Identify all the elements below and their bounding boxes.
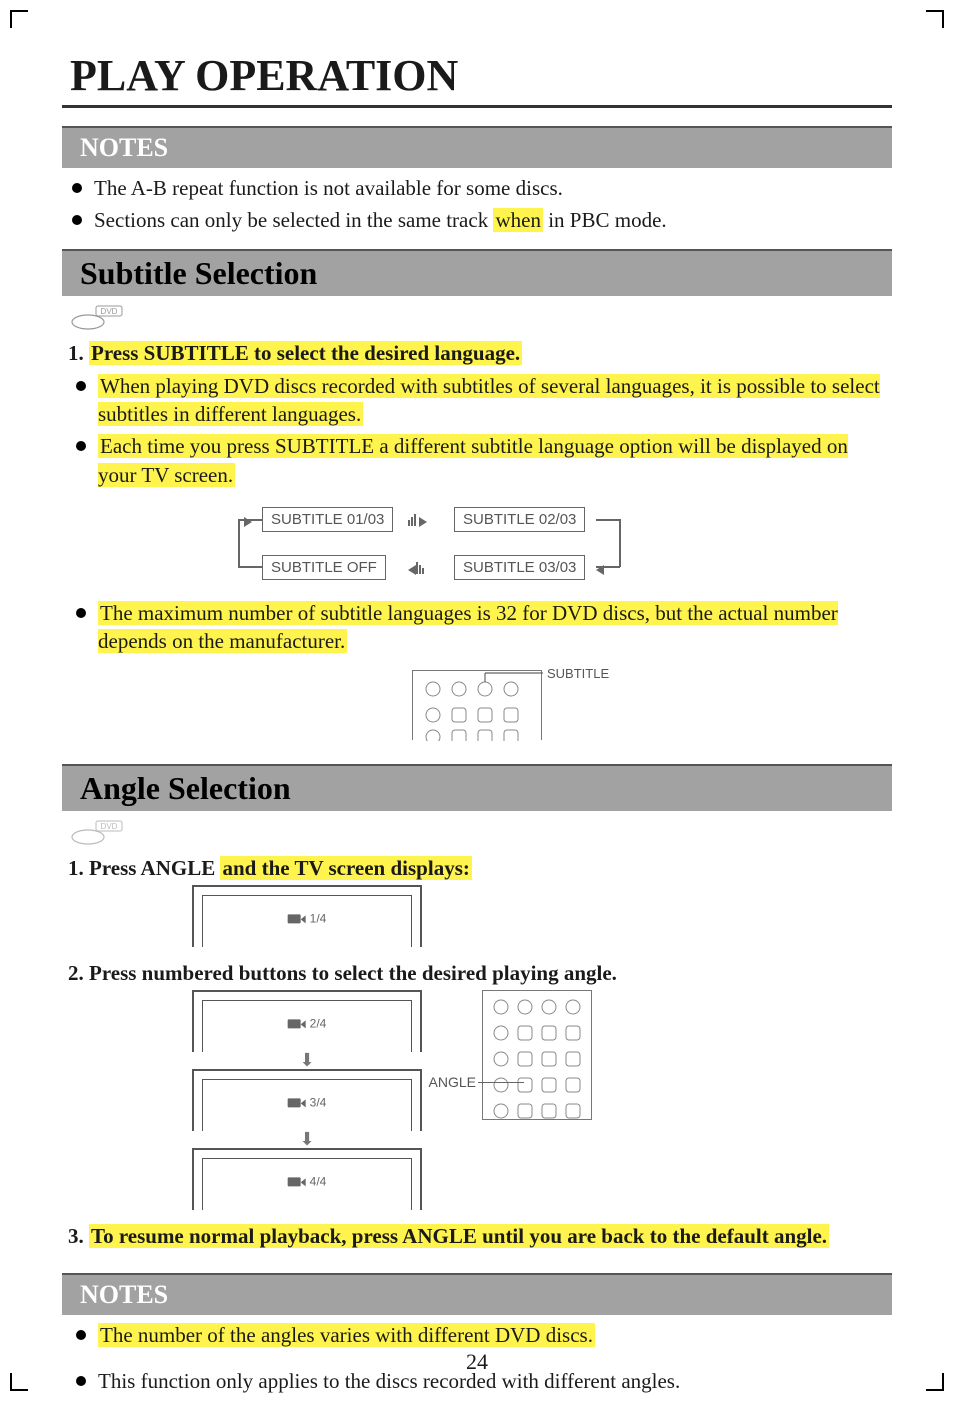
text: 1. bbox=[68, 341, 89, 365]
notes-header-band: NOTES bbox=[62, 1273, 892, 1315]
text: 1. Press ANGLE bbox=[68, 856, 220, 880]
angle-indicator: 3/4 bbox=[310, 1095, 327, 1109]
text: Sections can only be selected in the sam… bbox=[94, 208, 493, 232]
angle-indicator: 2/4 bbox=[310, 1016, 327, 1030]
corner-mark bbox=[926, 10, 944, 28]
text: The A-B repeat function is not available… bbox=[94, 176, 563, 200]
down-arrow-icon: ⬇ bbox=[192, 1129, 422, 1150]
camera-icon bbox=[288, 1175, 306, 1187]
list-item: Each time you press SUBTITLE a different… bbox=[72, 432, 892, 489]
list-item: The A-B repeat function is not available… bbox=[72, 174, 892, 202]
highlight: When playing DVD discs recorded with sub… bbox=[98, 374, 880, 426]
subtitle-header-band: Subtitle Selection bbox=[62, 249, 892, 296]
dvd-tag-icon: DVD bbox=[70, 302, 892, 337]
highlight: Press SUBTITLE to select the desired lan… bbox=[89, 341, 522, 365]
angle-step2: 2. Press numbered buttons to select the … bbox=[68, 961, 892, 986]
text: 3. bbox=[68, 1224, 89, 1248]
highlight: when bbox=[493, 208, 543, 232]
cycle-box: SUBTITLE 01/03 bbox=[262, 507, 393, 532]
page-title: PLAY OPERATION bbox=[70, 50, 892, 101]
text: This function only applies to the discs … bbox=[98, 1369, 680, 1393]
arrow-left-icon bbox=[408, 561, 427, 579]
highlight: Each time you press SUBTITLE a different… bbox=[98, 434, 848, 486]
subtitle-remote-diagram: SUBTITLE bbox=[267, 670, 687, 740]
list-item: The maximum number of subtitle languages… bbox=[72, 599, 892, 656]
tv-screen-icon: 2/4 bbox=[192, 990, 422, 1052]
camera-icon bbox=[288, 912, 306, 924]
page-number: 24 bbox=[466, 1349, 488, 1375]
bullet-icon bbox=[72, 215, 82, 225]
svg-text:DVD: DVD bbox=[101, 822, 118, 831]
angle-step1: 1. Press ANGLE and the TV screen display… bbox=[68, 856, 892, 881]
cycle-box: SUBTITLE OFF bbox=[262, 555, 386, 580]
tv-screen-icon: 3/4 bbox=[192, 1069, 422, 1131]
corner-mark bbox=[10, 10, 28, 28]
angle-indicator: 1/4 bbox=[310, 911, 327, 925]
angle-header: Angle Selection bbox=[80, 770, 291, 806]
tv-screen-icon: 4/4 bbox=[192, 1148, 422, 1210]
subtitle-cycle-diagram: SUBTITLE 01/03 SUBTITLE 02/03 SUBTITLE 0… bbox=[192, 503, 692, 593]
cycle-box: SUBTITLE 02/03 bbox=[454, 507, 585, 532]
bullet-icon bbox=[76, 381, 86, 391]
remote-icon bbox=[412, 670, 542, 740]
down-arrow-icon: ⬇ bbox=[192, 1050, 422, 1071]
bullet-icon bbox=[76, 1330, 86, 1340]
subtitle-button-label: SUBTITLE bbox=[547, 666, 609, 681]
bullet-icon bbox=[76, 608, 86, 618]
notes1-list: The A-B repeat function is not available… bbox=[72, 174, 892, 235]
highlight: To resume normal playback, press ANGLE u… bbox=[89, 1224, 829, 1248]
bullet-icon bbox=[72, 183, 82, 193]
connector-line bbox=[619, 519, 621, 567]
angle-header-band: Angle Selection bbox=[62, 764, 892, 811]
subtitle-bullets: When playing DVD discs recorded with sub… bbox=[72, 372, 892, 489]
angle-button-label: ANGLE bbox=[429, 1074, 476, 1090]
highlight: and the TV screen displays: bbox=[220, 856, 471, 880]
connector-line bbox=[596, 519, 620, 521]
cycle-box: SUBTITLE 03/03 bbox=[454, 555, 585, 580]
notes-header: NOTES bbox=[80, 1280, 168, 1309]
connector-line bbox=[238, 566, 262, 568]
title-rule bbox=[62, 105, 892, 108]
notes-header-band: NOTES bbox=[62, 126, 892, 168]
angle-indicator: 4/4 bbox=[310, 1174, 327, 1188]
svg-text:DVD: DVD bbox=[101, 307, 118, 316]
arrow-right-icon bbox=[244, 513, 252, 531]
connector-line bbox=[238, 519, 240, 567]
pointer-line bbox=[478, 1082, 524, 1083]
angle-step3: 3. To resume normal playback, press ANGL… bbox=[68, 1224, 892, 1249]
tv-screen-icon: 1/4 bbox=[192, 885, 422, 947]
corner-mark bbox=[926, 1373, 944, 1391]
subtitle-step1: 1. Press SUBTITLE to select the desired … bbox=[68, 341, 892, 366]
camera-icon bbox=[288, 1096, 306, 1108]
list-item: When playing DVD discs recorded with sub… bbox=[72, 372, 892, 429]
camera-icon bbox=[288, 1017, 306, 1029]
bullet-icon bbox=[76, 1376, 86, 1386]
list-item: The number of the angles varies with dif… bbox=[72, 1321, 892, 1349]
text: in PBC mode. bbox=[543, 208, 667, 232]
subtitle-header: Subtitle Selection bbox=[80, 255, 317, 291]
highlight: The number of the angles varies with dif… bbox=[98, 1323, 595, 1347]
corner-mark bbox=[10, 1373, 28, 1391]
remote-icon bbox=[482, 990, 592, 1120]
dvd-tag-icon: DVD bbox=[70, 817, 892, 852]
notes-header: NOTES bbox=[80, 133, 168, 162]
arrow-left-icon bbox=[596, 561, 604, 579]
subtitle-bullet-after: The maximum number of subtitle languages… bbox=[72, 599, 892, 656]
highlight: The maximum number of subtitle languages… bbox=[98, 601, 838, 653]
list-item: Sections can only be selected in the sam… bbox=[72, 206, 892, 234]
arrow-right-icon bbox=[408, 513, 427, 531]
angle-diagram-row: 2/4 ⬇ 3/4 ⬇ 4/4 bbox=[192, 990, 892, 1210]
bullet-icon bbox=[76, 441, 86, 451]
